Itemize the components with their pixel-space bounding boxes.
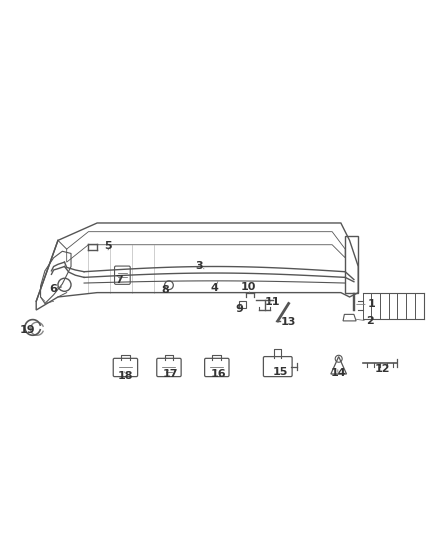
Text: 18: 18 <box>118 371 133 381</box>
Text: 4: 4 <box>211 283 219 293</box>
Text: 9: 9 <box>235 304 243 314</box>
Text: 11: 11 <box>265 297 280 307</box>
Text: 15: 15 <box>272 367 288 377</box>
Text: 2: 2 <box>367 316 374 326</box>
Text: 6: 6 <box>49 284 57 294</box>
Text: 1: 1 <box>367 300 375 309</box>
Text: 16: 16 <box>211 369 227 379</box>
Text: 10: 10 <box>241 282 256 293</box>
Text: 8: 8 <box>162 286 170 295</box>
Text: 12: 12 <box>374 364 390 374</box>
Text: 7: 7 <box>115 274 123 285</box>
Text: 13: 13 <box>281 317 297 327</box>
Text: 19: 19 <box>20 326 35 335</box>
Text: 3: 3 <box>196 261 203 271</box>
Text: 5: 5 <box>105 240 112 251</box>
Text: 17: 17 <box>162 369 178 379</box>
Text: 14: 14 <box>331 368 346 378</box>
